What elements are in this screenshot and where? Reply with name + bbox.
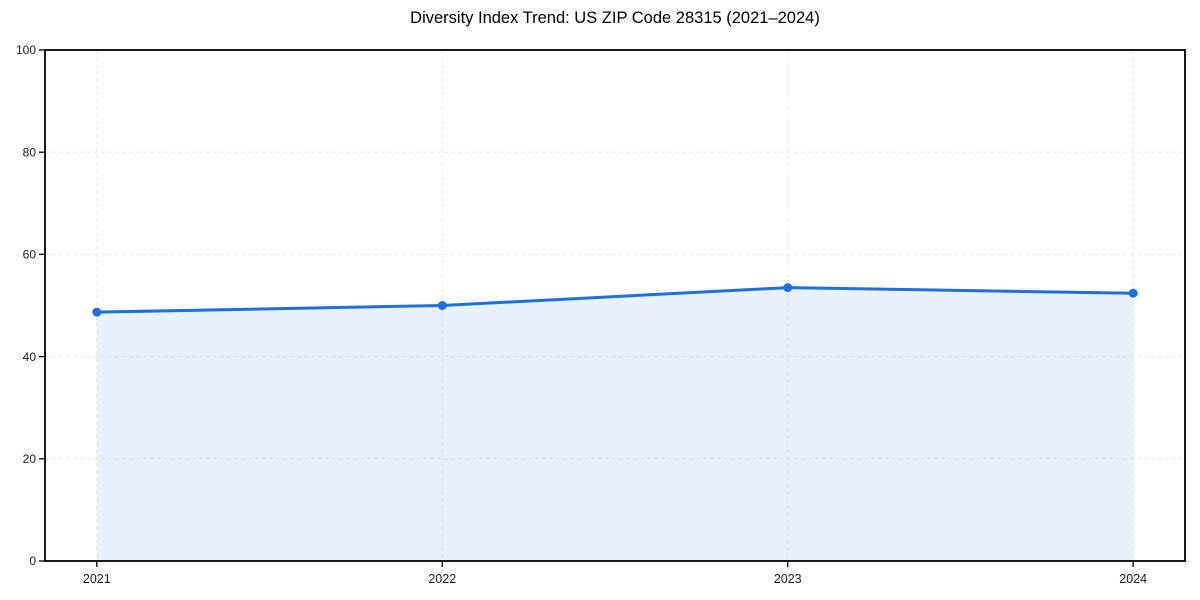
y-tick-label: 20 [23,452,37,466]
data-point-marker [437,301,447,310]
y-tick-label: 80 [23,145,37,159]
x-tick-label: 2024 [1119,572,1147,586]
y-tick-label: 100 [16,43,36,57]
area-fill [96,287,1134,561]
data-point-marker [1128,288,1138,298]
data-point-marker [92,307,102,317]
x-tick-label: 2022 [428,572,456,586]
y-tick-label: 60 [23,248,37,262]
y-tick-label: 40 [23,350,37,364]
y-tick-label: 0 [29,554,36,568]
chart-title: Diversity Index Trend: US ZIP Code 28315… [410,9,820,27]
data-point-marker [783,283,793,293]
x-tick-label: 2023 [774,572,802,586]
x-tick-label: 2021 [83,572,111,586]
axes-frame [44,49,1186,562]
trend-line [95,286,1135,314]
